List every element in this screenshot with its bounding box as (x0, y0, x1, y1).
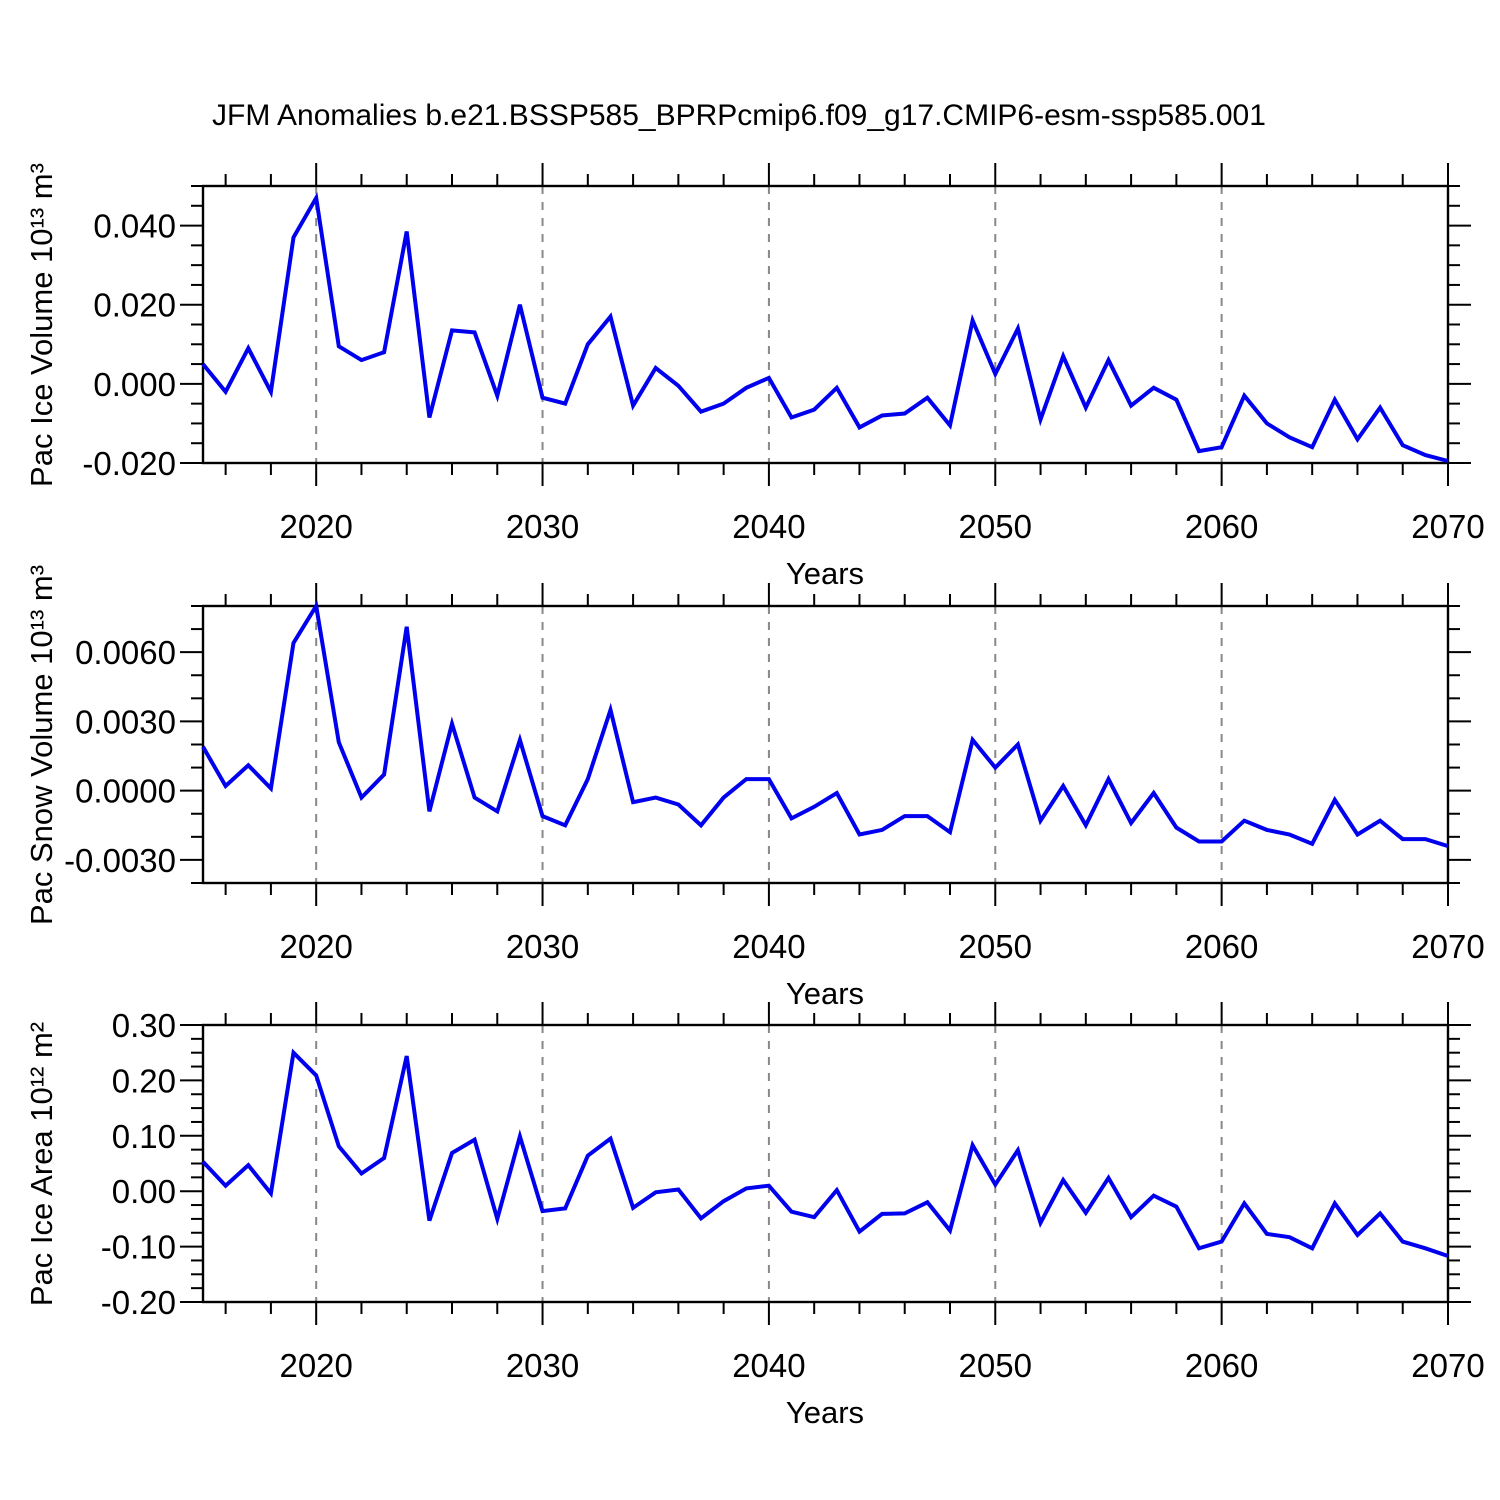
x-tick-label: 2020 (279, 928, 352, 965)
plot-border (201, 184, 1450, 465)
panel-1: 2020 2030 2040 2050 2060 2070 0.0060 0.0030 0.00… (64, 583, 1485, 965)
data-line-series (201, 600, 1449, 849)
x-tick-label: 2030 (506, 928, 579, 965)
y-tick-label: -0.10 (101, 1229, 176, 1266)
y-tick-label: 0.0030 (75, 703, 176, 740)
y-tick-label: 0.000 (93, 366, 176, 403)
panel-0: 2020 2030 2040 2050 2060 2070 0.040 0.020 0.000 -… (82, 163, 1485, 545)
y-tick-label: -0.020 (82, 445, 176, 482)
y-tick-label: 0.20 (112, 1062, 176, 1099)
x-tick-label: 2070 (1411, 1347, 1484, 1384)
x-axis-title-panel3: Years (785, 1395, 865, 1430)
x-tick-label: 2060 (1185, 928, 1258, 965)
x-tick-label: 2040 (732, 928, 805, 965)
panel-2: 2020 2030 2040 2050 2060 2070 0.30 0.20 0.10 0.00… (101, 1002, 1485, 1384)
x-tick-label: 2030 (506, 508, 579, 545)
plot-border (201, 604, 1450, 885)
x-tick-label: 2060 (1185, 1347, 1258, 1384)
figure-title: JFM Anomalies b.e21.BSSP585_BPRPcmip6.f0… (212, 99, 1266, 132)
x-tick-label: 2020 (279, 508, 352, 545)
y-tick-label: 0.30 (112, 1007, 176, 1044)
y-tick-label: 0.00 (112, 1173, 176, 1210)
y-axis-title-pac-ice-area: Pac Ice Area 10¹² m² (24, 1021, 59, 1307)
x-axis-title-panel1: Years (785, 556, 865, 591)
x-tick-label: 2070 (1411, 508, 1484, 545)
x-tick-label: 2050 (959, 1347, 1032, 1384)
x-tick-label: 2040 (732, 1347, 805, 1384)
x-tick-label: 2030 (506, 1347, 579, 1384)
x-tick-label: 2070 (1411, 928, 1484, 965)
x-axis-title-panel2: Years (785, 976, 865, 1011)
x-tick-label: 2040 (732, 508, 805, 545)
data-line-series (201, 191, 1449, 463)
data-line-series (201, 1048, 1449, 1258)
y-tick-label: 0.0060 (75, 634, 176, 671)
plot-border (201, 1023, 1450, 1304)
x-tick-label: 2050 (959, 928, 1032, 965)
x-tick-label: 2060 (1185, 508, 1258, 545)
y-tick-label: -0.0030 (64, 842, 176, 879)
y-tick-label: 0.020 (93, 287, 176, 324)
x-tick-label: 2050 (959, 508, 1032, 545)
y-tick-label: 0.0000 (75, 773, 176, 810)
y-tick-label: -0.20 (101, 1284, 176, 1321)
x-tick-label: 2020 (279, 1347, 352, 1384)
y-tick-label: 0.040 (93, 208, 176, 245)
y-tick-label: 0.10 (112, 1118, 176, 1155)
